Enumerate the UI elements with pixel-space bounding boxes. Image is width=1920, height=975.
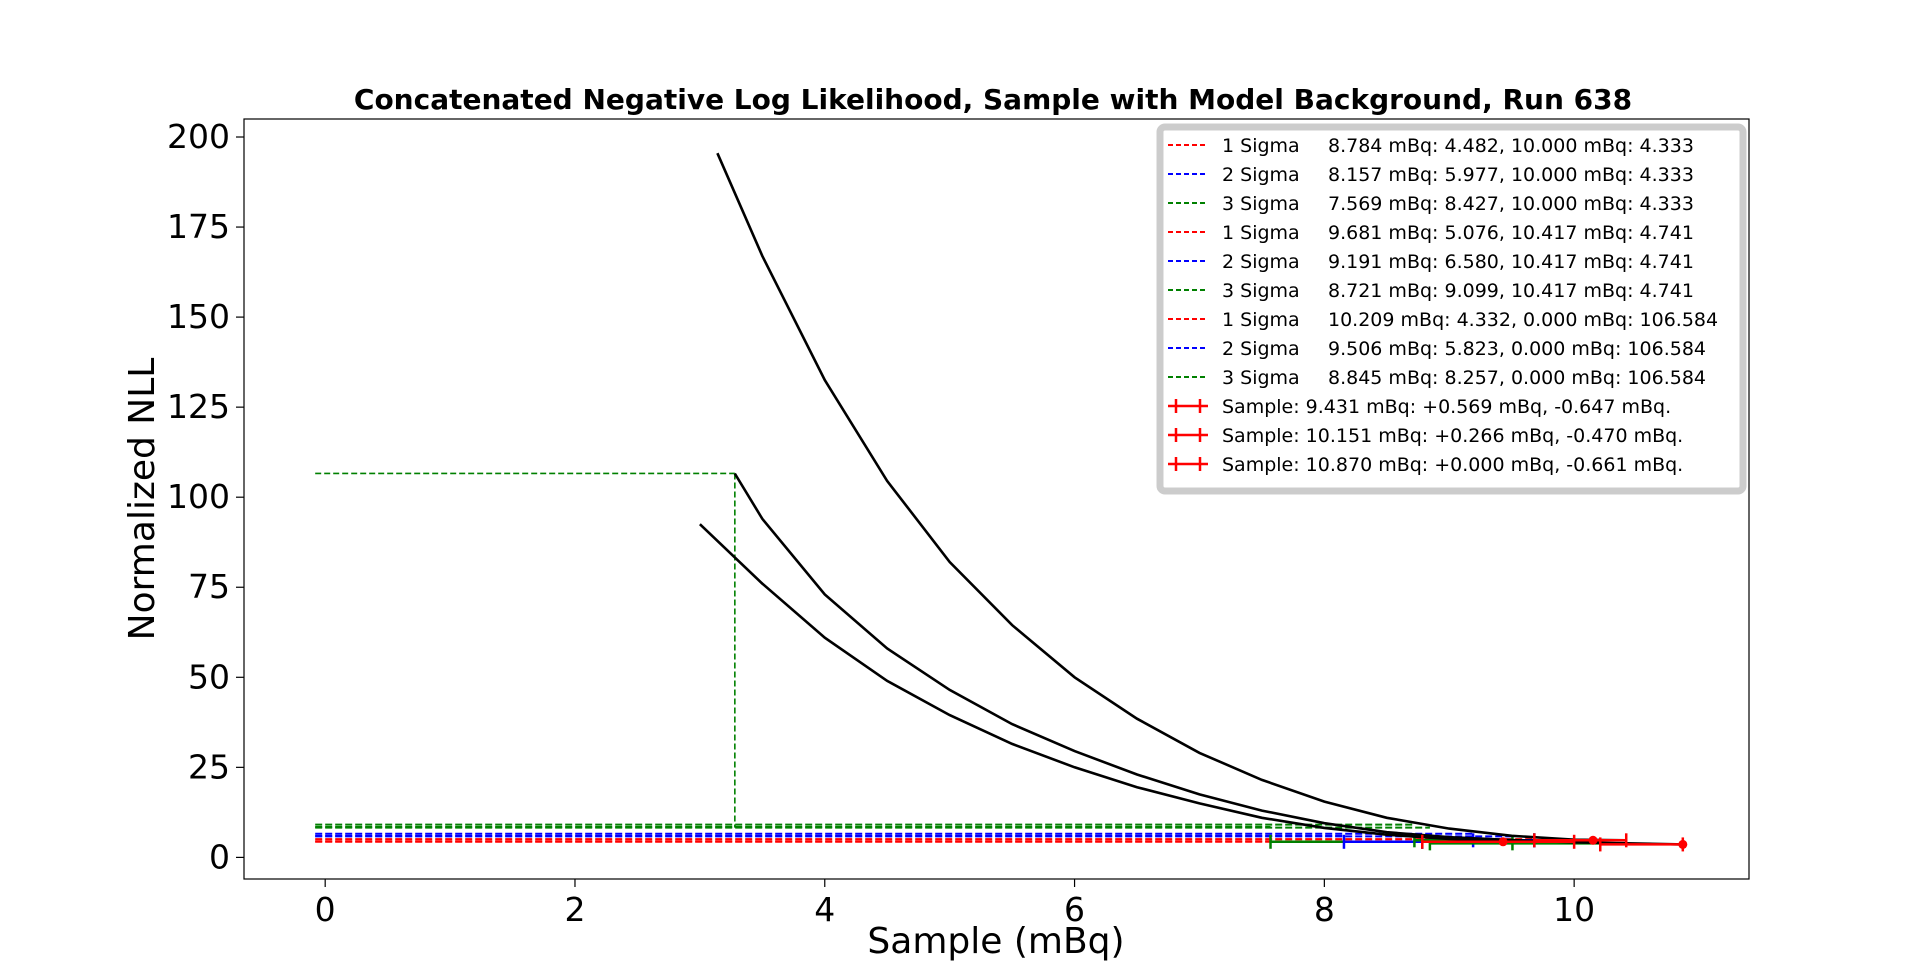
legend-sigma-label: 1 Sigma <box>1222 222 1300 244</box>
x-tick-label: 2 <box>564 890 585 929</box>
legend-sigma-value: 9.506 mBq: 5.823, 0.000 mBq: 106.584 <box>1328 338 1706 360</box>
y-tick-label: 75 <box>188 567 230 606</box>
legend-sigma-value: 8.157 mBq: 5.977, 10.000 mBq: 4.333 <box>1328 164 1694 186</box>
y-tick-label: 200 <box>167 117 230 156</box>
x-tick-label: 0 <box>315 890 336 929</box>
y-tick-label: 50 <box>188 657 230 696</box>
sample-point-0 <box>1498 837 1508 847</box>
y-tick-label: 0 <box>209 837 230 876</box>
legend-sample-label: Sample: 10.151 mBq: +0.266 mBq, -0.470 m… <box>1222 425 1683 447</box>
legend-sigma-label: 3 Sigma <box>1222 280 1300 302</box>
x-axis: 0 2 4 6 8 10 <box>315 879 1595 929</box>
legend-sample-label: Sample: 9.431 mBq: +0.569 mBq, -0.647 mB… <box>1222 396 1671 418</box>
legend-sample-label: Sample: 10.870 mBq: +0.000 mBq, -0.661 m… <box>1222 454 1683 476</box>
legend: 1 Sigma 8.784 mBq: 4.482, 10.000 mBq: 4.3… <box>1156 123 1747 495</box>
nll-curve-1 <box>733 472 1683 846</box>
x-tick-label: 8 <box>1314 890 1335 929</box>
x-tick-label: 4 <box>814 890 835 929</box>
legend-sigma-label: 1 Sigma <box>1222 135 1300 157</box>
y-tick-label: 150 <box>167 297 230 336</box>
plot-frame <box>243 118 1750 880</box>
sample-point-1 <box>1588 835 1598 845</box>
legend-sigma-label: 3 Sigma <box>1222 193 1300 215</box>
y-tick-label: 100 <box>167 477 230 516</box>
y-tick-label: 175 <box>167 207 230 246</box>
y-tick-label: 25 <box>188 747 230 786</box>
legend-sigma-value: 8.721 mBq: 9.099, 10.417 mBq: 4.741 <box>1328 280 1694 302</box>
plot-marks <box>315 152 1688 852</box>
y-axis-label: Normalized NLL <box>122 358 163 641</box>
chart-title: Concatenated Negative Log Likelihood, Sa… <box>354 83 1632 116</box>
legend-sigma-label: 2 Sigma <box>1222 164 1300 186</box>
legend-sigma-label: 2 Sigma <box>1222 338 1300 360</box>
legend-sigma-value: 9.681 mBq: 5.076, 10.417 mBq: 4.741 <box>1328 222 1694 244</box>
sample-point-2 <box>1678 839 1688 849</box>
nll-curve-0 <box>716 152 1627 842</box>
x-tick-label: 10 <box>1553 890 1595 929</box>
nll-curve-2 <box>699 523 1575 844</box>
legend-sigma-label: 3 Sigma <box>1222 367 1300 389</box>
y-axis: 0 25 50 75 100 125 150 175 200 <box>167 117 244 876</box>
legend-sigma-value: 7.569 mBq: 8.427, 10.000 mBq: 4.333 <box>1328 193 1694 215</box>
legend-sigma-label: 2 Sigma <box>1222 251 1300 273</box>
legend-sigma-value: 8.845 mBq: 8.257, 0.000 mBq: 106.584 <box>1328 367 1706 389</box>
x-axis-label: Sample (mBq) <box>867 921 1124 962</box>
x-tick-label: 6 <box>1064 890 1085 929</box>
legend-sigma-label: 1 Sigma <box>1222 309 1300 331</box>
legend-sigma-value: 8.784 mBq: 4.482, 10.000 mBq: 4.333 <box>1328 135 1694 157</box>
legend-box <box>1156 123 1747 495</box>
legend-sigma-value: 9.191 mBq: 6.580, 10.417 mBq: 4.741 <box>1328 251 1694 273</box>
legend-sigma-value: 10.209 mBq: 4.332, 0.000 mBq: 106.584 <box>1328 309 1718 331</box>
y-tick-label: 125 <box>167 387 230 426</box>
